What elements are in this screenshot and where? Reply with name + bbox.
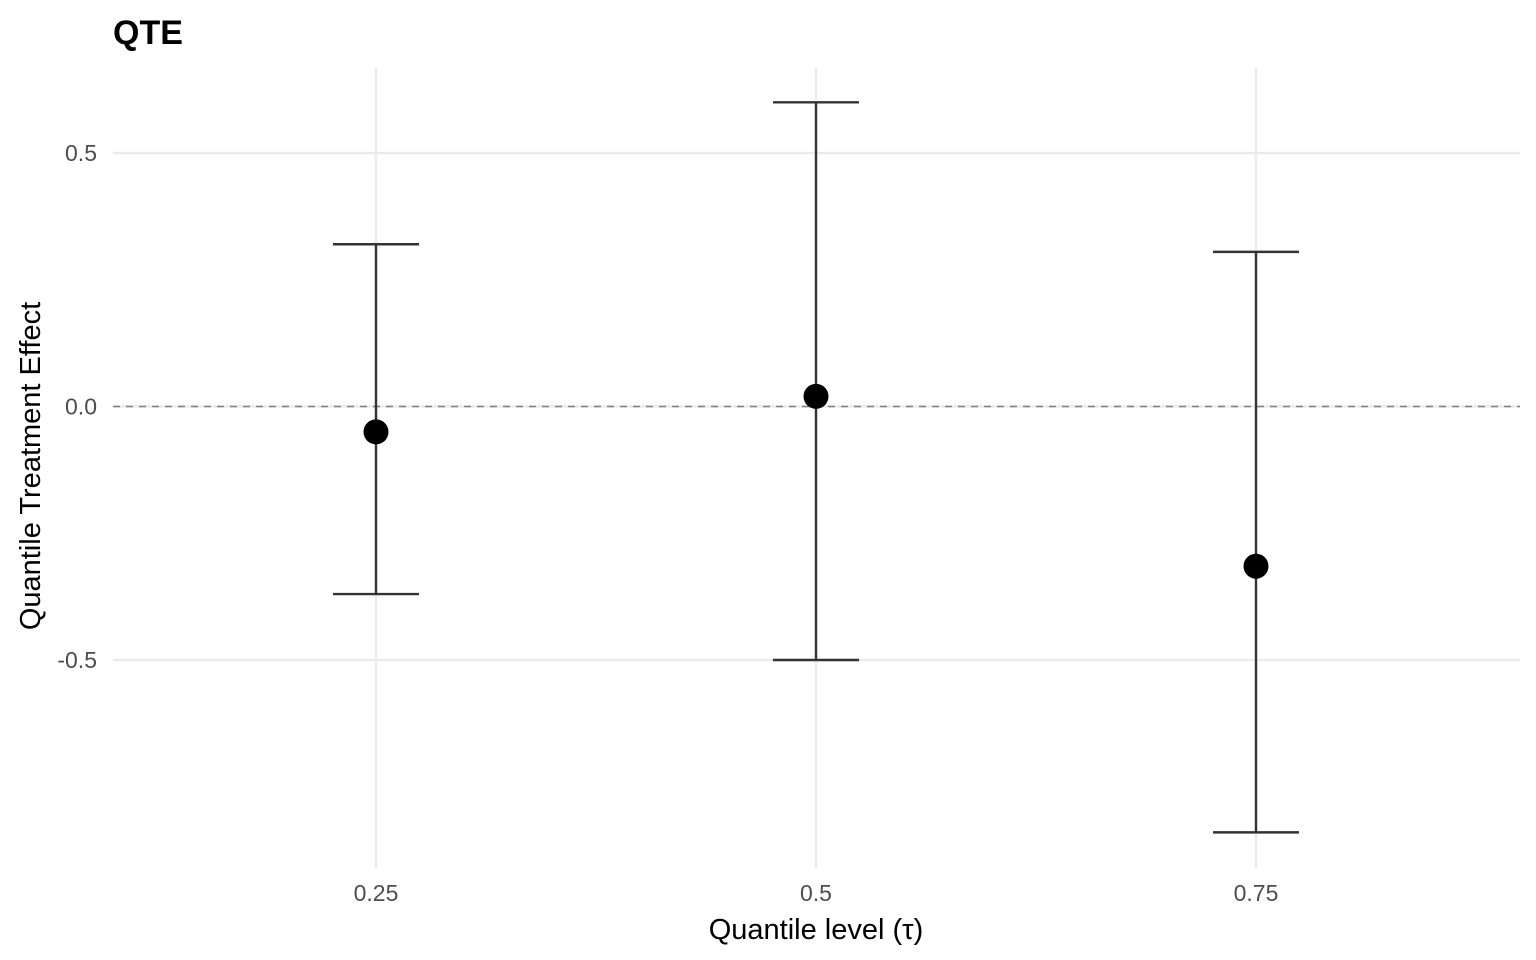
error-bars-and-points (333, 101, 1299, 834)
y-tick-label-2: -0.5 (57, 647, 97, 673)
estimate-point-1 (803, 383, 829, 409)
estimate-point-2 (1243, 553, 1269, 579)
chart-title: QTE (113, 14, 183, 52)
y-tick-labels: 0.5 0.0 -0.5 (57, 140, 97, 673)
y-tick-label-1: 0.0 (65, 394, 97, 420)
y-axis-label: Quantile Treatment Effect (15, 302, 47, 630)
x-tick-label-1: 0.5 (800, 880, 832, 906)
x-tick-label-0: 0.25 (354, 880, 399, 906)
estimate-point-0 (363, 419, 389, 445)
x-tick-label-2: 0.75 (1234, 880, 1279, 906)
x-tick-labels: 0.25 0.5 0.75 (354, 880, 1279, 906)
y-tick-label-0: 0.5 (65, 140, 97, 166)
x-axis-label: Quantile level (τ) (709, 914, 924, 946)
